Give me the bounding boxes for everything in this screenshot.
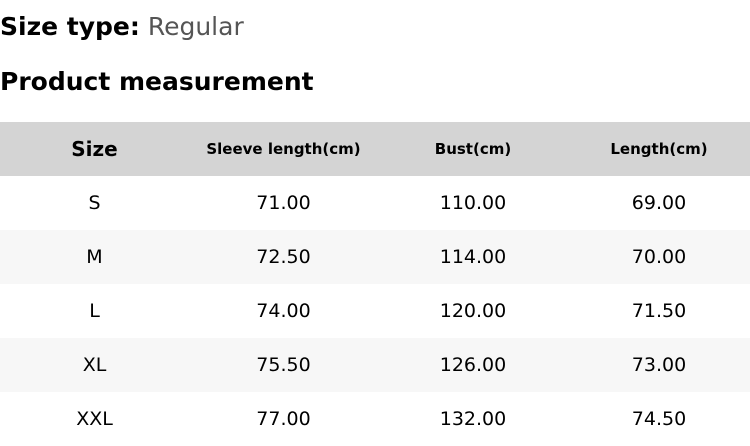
table-cell: 74.00: [256, 300, 311, 322]
size-type-label: Size type:: [0, 12, 140, 41]
table-cell: 77.00: [256, 408, 311, 430]
header-bust: Bust(cm): [378, 122, 568, 176]
table-cell: XXL: [76, 408, 113, 430]
header-sleeve: Sleeve length(cm): [189, 122, 378, 176]
size-type-value: Regular: [147, 12, 244, 41]
table-cell: 69.00: [631, 192, 687, 214]
table-row: L 74.00 120.00 71.50: [0, 284, 750, 338]
table-cell: M: [0, 230, 189, 284]
size-type: Size type: Regular: [0, 12, 244, 41]
table-row: XL 75.50 126.00 73.00: [0, 338, 750, 392]
table-cell: L: [89, 300, 100, 322]
header-size: Size: [0, 122, 189, 176]
table-row: XXL 77.00 132.00 74.50: [0, 392, 750, 446]
table-cell: 74.50: [631, 408, 687, 430]
table-cell: 114.00: [378, 230, 568, 284]
table-row: S 71.00 110.00 69.00: [0, 176, 750, 230]
table-cell: XL: [0, 338, 189, 392]
table-cell: 110.00: [439, 192, 507, 214]
page-title: Product measurement: [0, 67, 314, 96]
table-cell: 70.00: [568, 230, 750, 284]
table-row: M 72.50 114.00 70.00: [0, 230, 750, 284]
table-cell: S: [88, 192, 101, 214]
table-cell: 73.00: [568, 338, 750, 392]
table-cell: 71.50: [631, 300, 687, 322]
header-row: Size Sleeve length(cm) Bust(cm) Length(c…: [0, 122, 750, 176]
table-cell: 72.50: [189, 230, 378, 284]
table-cell: 71.00: [256, 192, 311, 214]
table-cell: 126.00: [378, 338, 568, 392]
measurement-table: Size Sleeve length(cm) Bust(cm) Length(c…: [0, 122, 750, 446]
table-cell: 132.00: [439, 408, 507, 430]
table-cell: 120.00: [439, 300, 507, 322]
table-cell: 75.50: [189, 338, 378, 392]
header-length: Length(cm): [568, 122, 750, 176]
